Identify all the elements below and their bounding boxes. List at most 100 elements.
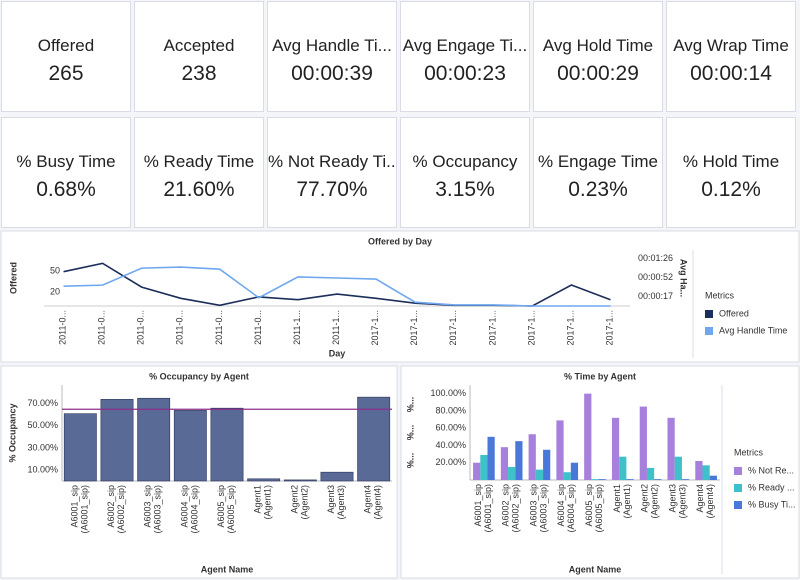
x-axis-label: Agent Name xyxy=(569,564,622,574)
x-tick-label: A6004_sip(A6004_sip) xyxy=(557,484,577,533)
legend-title: Metrics xyxy=(734,447,763,457)
bar xyxy=(480,454,488,480)
x-axis-label: Agent Name xyxy=(201,564,254,574)
x-tick-label: A6001_sip(A6001_sip) xyxy=(70,485,90,534)
bar xyxy=(543,449,551,480)
kpi-label: % Engage Time xyxy=(537,152,658,171)
kpi-label: % Occupancy xyxy=(412,152,518,171)
bar xyxy=(611,417,620,480)
kpi-label: Avg Hold Time xyxy=(542,36,654,55)
bar xyxy=(473,462,481,480)
chart-panel xyxy=(0,230,800,363)
y-tick-label: 20 xyxy=(50,286,60,296)
kpi-tile: Offered 265 xyxy=(1,1,131,112)
y-axis-label: %... xyxy=(405,397,415,413)
x-tick-label: A6002_sip(A6002_sip) xyxy=(106,485,126,534)
y2-tick-label: 00:00:17 xyxy=(638,291,673,301)
bar xyxy=(667,417,675,480)
y-axis-label: % Occupancy xyxy=(7,403,17,462)
x-tick-label: 2011-0... xyxy=(97,310,107,345)
x-tick-label: A6003_sip(A6003_sip) xyxy=(143,485,163,534)
kpi-tile: % Ready Time 21.60% xyxy=(134,117,264,228)
bar xyxy=(487,436,495,480)
kpi-label: % Busy Time xyxy=(16,152,116,171)
kpi-tile: Avg Hold Time 00:00:29 xyxy=(533,1,663,112)
y2-tick-label: 00:01:26 xyxy=(638,253,673,263)
x-tick-label: A6004_sip(A6004_sip) xyxy=(180,485,200,534)
bar xyxy=(137,397,171,482)
legend-label: Avg Handle Time xyxy=(719,325,787,335)
x-tick-label: Agent1(Agent1) xyxy=(612,484,632,519)
kpi-tile: Avg Wrap Time 00:00:14 xyxy=(666,1,796,112)
x-tick-label: Agent4(Agent4) xyxy=(695,484,715,519)
bar xyxy=(63,413,97,482)
y-tick-label: 60.00% xyxy=(435,423,466,433)
kpi-label: Accepted xyxy=(163,36,235,55)
x-tick-label: Agent4(Agent4) xyxy=(363,485,383,520)
kpi-value: 0.68% xyxy=(36,178,96,201)
kpi-tile: % Engage Time 0.23% xyxy=(533,117,663,228)
bar xyxy=(674,456,682,480)
x-tick-label: 2011-1... xyxy=(292,310,302,345)
kpi-tile: % Hold Time 0.12% xyxy=(666,117,796,228)
kpi-value: 77.70% xyxy=(296,178,368,201)
line-series xyxy=(63,266,611,307)
legend-label: % Busy Ti... xyxy=(748,499,796,509)
kpi-value: 00:00:23 xyxy=(424,62,506,85)
bar xyxy=(695,461,703,480)
x-tick-label: 2011-0... xyxy=(175,310,185,345)
kpi-label: Avg Engage Ti... xyxy=(402,36,528,55)
y-tick-label: 30.00% xyxy=(27,442,58,452)
kpi-tile: Accepted 238 xyxy=(134,1,264,112)
legend-swatch xyxy=(734,501,742,509)
bar xyxy=(681,479,690,480)
y2-tick-label: 00:00:52 xyxy=(638,272,673,282)
bar xyxy=(173,410,207,482)
bar xyxy=(283,479,317,482)
x-tick-label: Agent1(Agent1) xyxy=(253,485,273,520)
bar xyxy=(646,467,655,480)
legend-swatch xyxy=(705,327,713,335)
x-tick-label: 2017-1... xyxy=(488,310,498,346)
kpi-value: 0.12% xyxy=(701,178,761,201)
bar xyxy=(556,420,564,480)
kpi-label: % Ready Time xyxy=(143,152,255,171)
y-axis-label: %... xyxy=(405,453,415,469)
x-tick-label: 2017-1... xyxy=(410,310,420,346)
kpi-label: Avg Handle Ti... xyxy=(272,36,392,55)
y2-axis-label: Avg Ha... xyxy=(679,259,689,297)
x-tick-label: 2017-1... xyxy=(527,310,537,346)
legend-swatch xyxy=(705,310,713,318)
x-tick-label: A6005_sip(A6005_sip) xyxy=(584,484,604,533)
bar xyxy=(210,407,244,482)
bar xyxy=(528,434,536,480)
kpi-value: 00:00:14 xyxy=(690,62,772,85)
bar xyxy=(563,472,571,480)
kpi-value: 265 xyxy=(48,62,84,85)
kpi-label: % Hold Time xyxy=(682,152,780,171)
bar xyxy=(357,396,391,482)
bar xyxy=(709,475,717,480)
bar xyxy=(515,441,523,480)
y-tick-label: 80.00% xyxy=(435,405,466,415)
kpi-value: 238 xyxy=(181,62,217,85)
chart-title: % Occupancy by Agent xyxy=(149,371,249,381)
legend-title: Metrics xyxy=(705,290,734,300)
kpi-label: Avg Wrap Time xyxy=(673,36,789,55)
kpi-value: 00:00:39 xyxy=(291,62,373,85)
x-tick-label: 2011-0... xyxy=(58,310,68,345)
y-tick-label: 100.00% xyxy=(430,388,466,398)
kpi-value: 21.60% xyxy=(163,178,235,201)
x-axis-label: Day xyxy=(329,348,346,358)
legend-label: % Not Re... xyxy=(748,465,794,475)
bar xyxy=(591,479,599,480)
legend-label: % Ready ... xyxy=(748,482,795,492)
y-axis-label: Offered xyxy=(8,262,18,294)
x-tick-label: A6005_sip(A6005_sip) xyxy=(216,485,236,534)
x-tick-label: A6002_sip(A6002_sip) xyxy=(501,484,521,533)
chart-title: % Time by Agent xyxy=(564,371,636,381)
bar xyxy=(100,399,134,482)
x-tick-label: Agent3(Agent3) xyxy=(668,484,688,519)
x-tick-label: Agent2(Agent2) xyxy=(640,484,660,519)
